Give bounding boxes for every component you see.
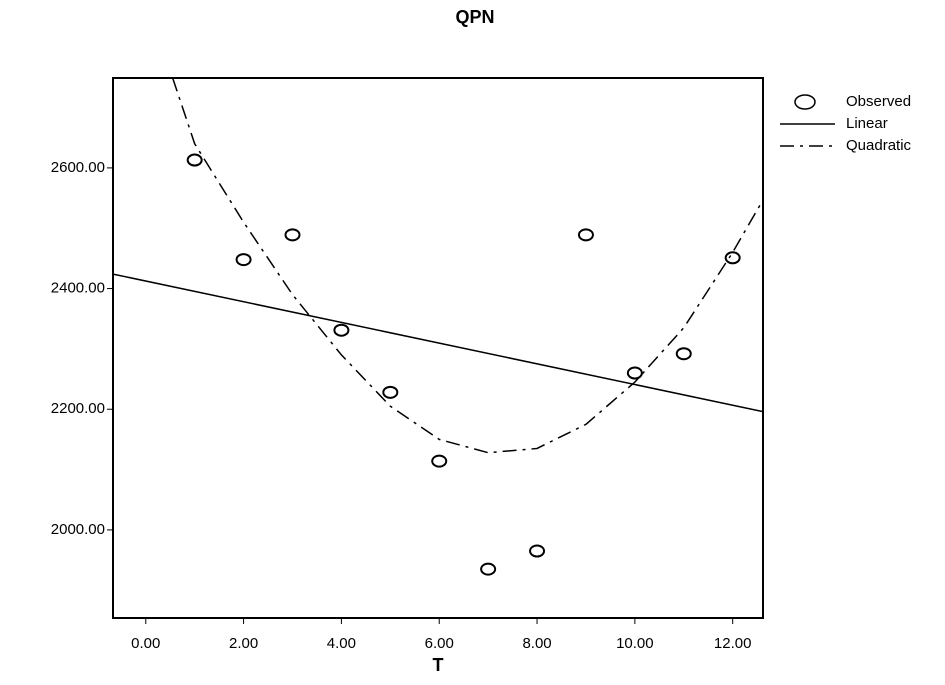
x-tick-label: 12.00 bbox=[714, 635, 752, 652]
y-tick-label: 2000.00 bbox=[51, 521, 105, 538]
x-tick-label: 8.00 bbox=[522, 635, 551, 652]
observed-point bbox=[480, 562, 497, 576]
y-tick-label: 2400.00 bbox=[51, 280, 105, 297]
x-tick-label: 10.00 bbox=[616, 635, 654, 652]
observed-point bbox=[382, 385, 399, 399]
observed-point bbox=[675, 347, 692, 361]
legend-marker bbox=[794, 94, 816, 110]
plot-frame bbox=[112, 77, 764, 619]
x-tick-label: 4.00 bbox=[327, 635, 356, 652]
observed-point bbox=[577, 228, 594, 242]
observed-point bbox=[626, 366, 643, 380]
legend-label: Linear bbox=[846, 115, 888, 132]
observed-point bbox=[529, 544, 546, 558]
observed-point bbox=[235, 253, 252, 267]
fit-line bbox=[171, 77, 764, 454]
legend-label: Quadratic bbox=[846, 137, 912, 154]
observed-point bbox=[284, 228, 301, 242]
observed-point bbox=[186, 153, 203, 167]
legend-label: Observed bbox=[846, 93, 911, 110]
chart-title: QPN bbox=[455, 7, 494, 27]
x-tick-label: 6.00 bbox=[425, 635, 454, 652]
observed-point bbox=[333, 323, 350, 337]
fit-line bbox=[112, 273, 764, 413]
observed-point bbox=[431, 454, 448, 468]
y-tick-label: 2200.00 bbox=[51, 400, 105, 417]
x-tick-label: 0.00 bbox=[131, 635, 160, 652]
x-tick-label: 2.00 bbox=[229, 635, 258, 652]
x-axis-label: T bbox=[433, 655, 444, 675]
y-tick-label: 2600.00 bbox=[51, 159, 105, 176]
observed-point bbox=[724, 251, 741, 265]
